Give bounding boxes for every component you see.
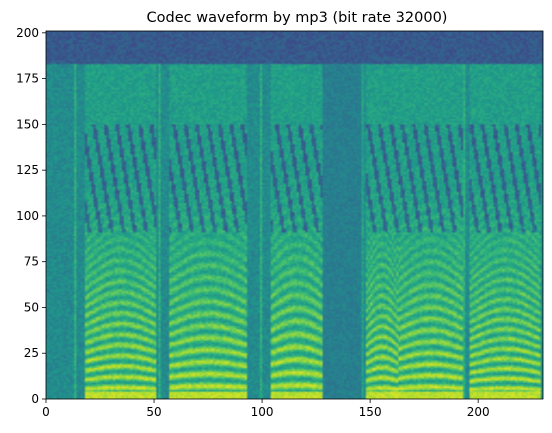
y-tick-label: 125 — [16, 163, 39, 177]
y-tick-label: 75 — [24, 255, 39, 269]
y-axis: 0 25 50 75 100 125 150 175 200 — [16, 26, 46, 406]
y-tick-label: 175 — [16, 72, 39, 86]
chart-title: Codec waveform by mp3 (bit rate 32000) — [147, 10, 448, 26]
x-axis: 0 50 100 150 200 — [42, 399, 490, 419]
y-tick-label: 150 — [16, 117, 39, 131]
y-tick-label: 0 — [31, 392, 39, 406]
x-tick-label: 0 — [42, 405, 50, 419]
axes-frame — [45, 30, 544, 400]
y-tick-label: 200 — [16, 26, 39, 40]
spectrogram-image — [46, 31, 543, 399]
x-tick-label: 50 — [146, 405, 161, 419]
spectrogram-heatmap — [46, 31, 543, 399]
y-tick-label: 100 — [16, 209, 39, 223]
x-tick-label: 200 — [467, 405, 490, 419]
y-tick-label: 25 — [24, 346, 39, 360]
x-tick-label: 100 — [251, 405, 274, 419]
x-tick-label: 150 — [359, 405, 382, 419]
plot-area — [45, 30, 544, 400]
y-tick-label: 50 — [24, 300, 39, 314]
